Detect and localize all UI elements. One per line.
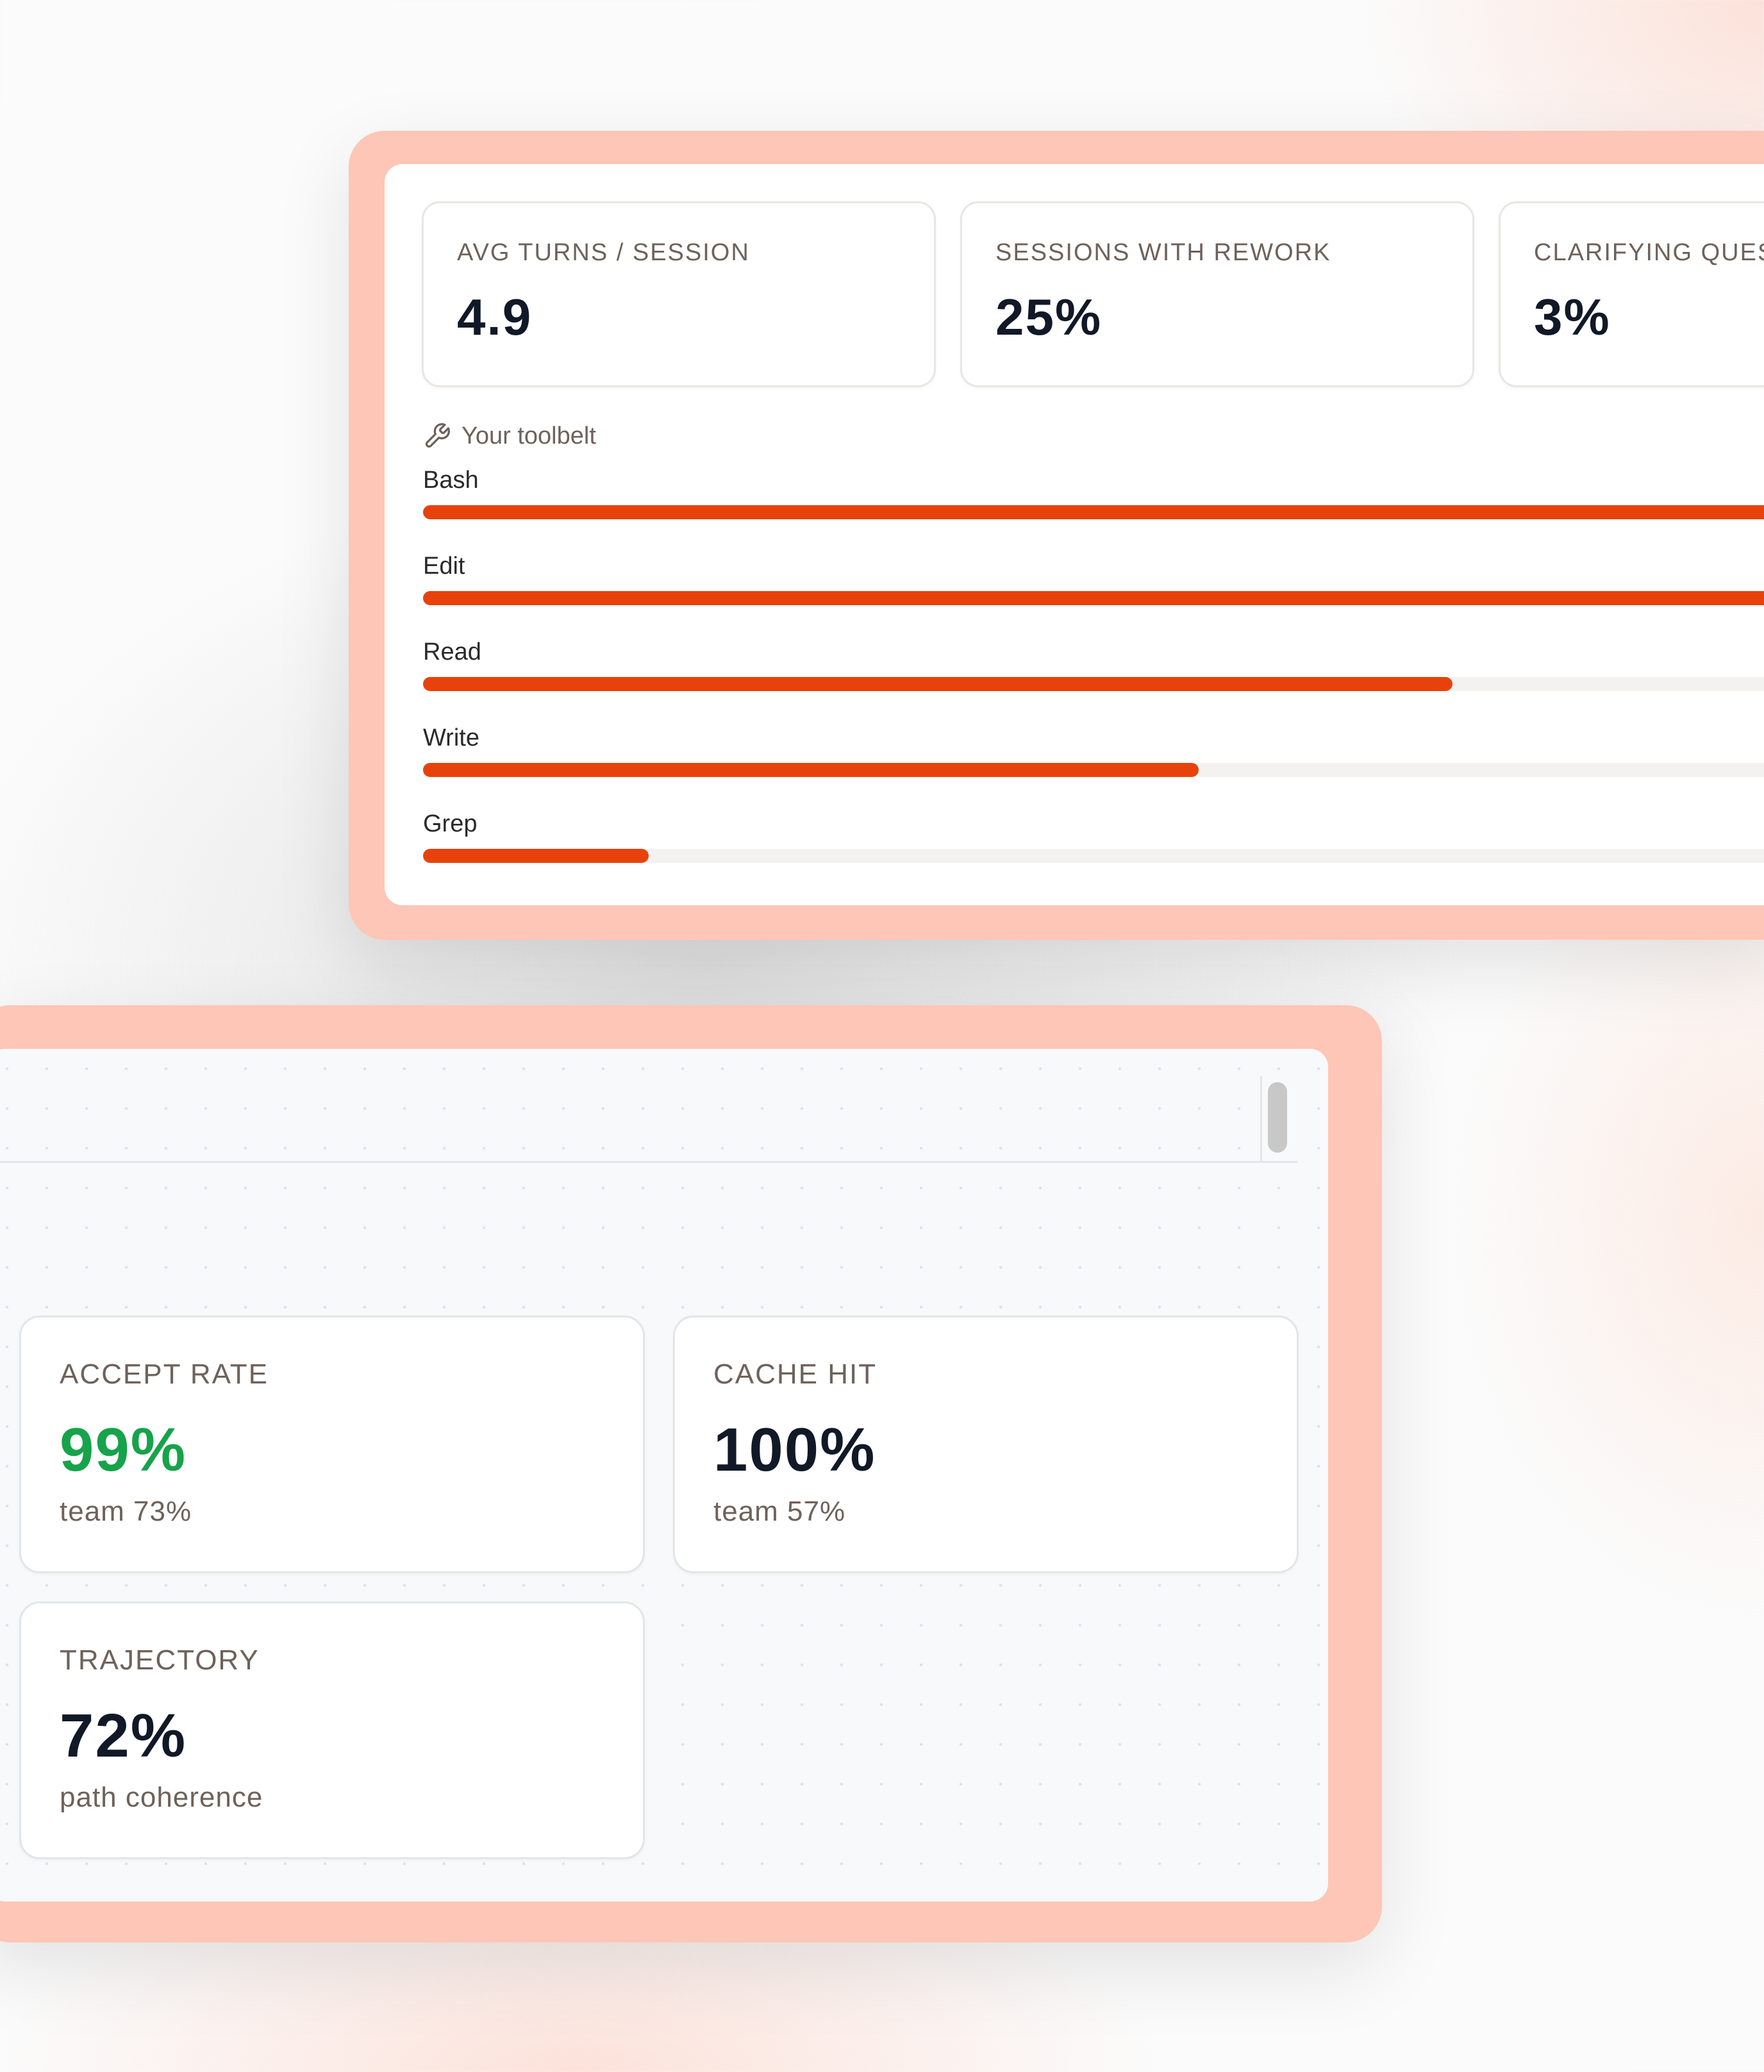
tool-label: Write <box>423 724 479 751</box>
scrollbar-thumb[interactable] <box>1268 1082 1287 1153</box>
scrollbar-track[interactable] <box>1260 1076 1294 1163</box>
tool-usage-bar <box>423 849 649 863</box>
tool-usage-track <box>423 849 1764 863</box>
tool-usage-bar <box>423 591 1764 605</box>
metric-card-accept-rate: ACCEPT RATE 99% team 73% <box>19 1316 645 1573</box>
stat-label: SESSIONS WITH REWORK <box>995 239 1331 266</box>
wrench-icon <box>423 422 451 450</box>
tool-label: Read <box>423 639 481 665</box>
tool-row-edit: Edit <box>423 553 1764 630</box>
tool-row-read: Read <box>423 639 1764 715</box>
metrics-panel: ACCEPT RATE 99% team 73% CACHE HIT 100% … <box>0 1049 1328 1901</box>
stat-value: 25% <box>995 288 1102 346</box>
tool-label: Bash <box>423 467 479 494</box>
metric-subtext: team 57% <box>713 1496 846 1527</box>
stat-label: AVG TURNS / SESSION <box>457 239 750 266</box>
stat-card-sessions-rework: SESSIONS WITH REWORK 25% <box>960 201 1474 387</box>
tool-usage-bar <box>423 763 1199 777</box>
tool-row-bash: Bash <box>423 467 1764 544</box>
tool-usage-bar <box>423 505 1764 519</box>
stat-value: 3% <box>1534 288 1611 346</box>
toolbelt-header: Your toolbelt <box>423 421 596 451</box>
tool-row-write: Write <box>423 724 1764 801</box>
metric-card-trajectory: TRAJECTORY 72% path coherence <box>19 1601 645 1859</box>
tool-usage-track <box>423 677 1764 691</box>
tool-usage-track <box>423 763 1764 777</box>
metric-card-cache-hit: CACHE HIT 100% team 57% <box>673 1316 1299 1573</box>
tool-row-grep: Grep <box>423 810 1764 887</box>
toolbelt-panel: AVG TURNS / SESSION 4.9 SESSIONS WITH RE… <box>385 164 1764 905</box>
panel-toolbar <box>0 1049 1297 1163</box>
metric-value: 99% <box>60 1416 187 1484</box>
tool-usage-track <box>423 505 1764 519</box>
toolbelt-title: Your toolbelt <box>462 422 596 449</box>
stat-card-avg-turns: AVG TURNS / SESSION 4.9 <box>422 201 936 387</box>
stat-value: 4.9 <box>457 288 533 346</box>
tool-label: Edit <box>423 553 465 580</box>
metric-label: TRAJECTORY <box>60 1644 260 1676</box>
metric-value: 72% <box>60 1701 187 1770</box>
tool-usage-track <box>423 591 1764 605</box>
metric-subtext: path coherence <box>60 1782 263 1813</box>
metric-subtext: team 73% <box>60 1496 192 1527</box>
metric-label: CACHE HIT <box>713 1358 878 1390</box>
stat-label: CLARIFYING QUES <box>1534 239 1764 266</box>
tool-label: Grep <box>423 810 478 837</box>
tool-usage-bar <box>423 677 1452 691</box>
metric-value: 100% <box>713 1416 876 1484</box>
metric-label: ACCEPT RATE <box>60 1358 269 1390</box>
stat-card-clarifying-questions: CLARIFYING QUES 3% <box>1499 201 1764 387</box>
